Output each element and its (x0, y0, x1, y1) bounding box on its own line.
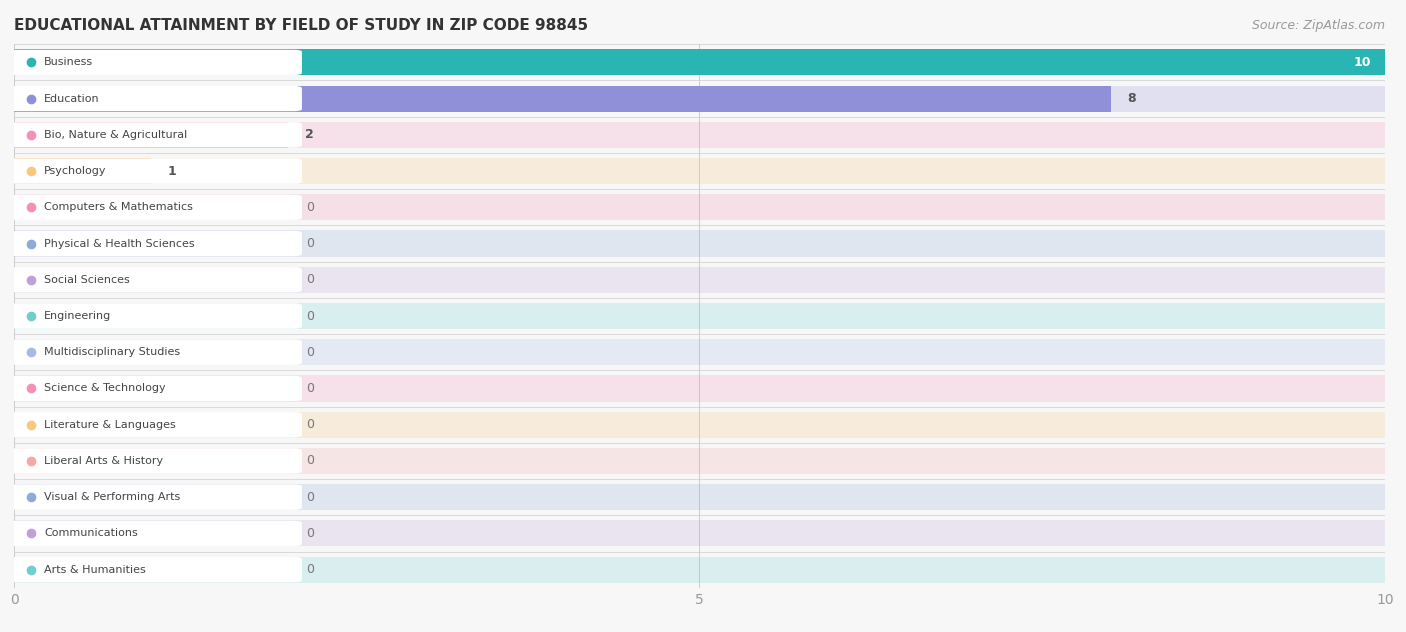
Text: EDUCATIONAL ATTAINMENT BY FIELD OF STUDY IN ZIP CODE 98845: EDUCATIONAL ATTAINMENT BY FIELD OF STUDY… (14, 18, 588, 33)
Bar (14, 49, 1385, 75)
FancyBboxPatch shape (7, 412, 302, 437)
Bar (14, 158, 152, 184)
Bar (14, 122, 1385, 148)
FancyBboxPatch shape (7, 159, 302, 184)
Bar (14, 158, 1385, 184)
Text: Engineering: Engineering (44, 311, 111, 321)
Bar (14, 411, 1385, 438)
Text: Communications: Communications (44, 528, 138, 538)
Text: Multidisciplinary Studies: Multidisciplinary Studies (44, 347, 180, 357)
Bar (14, 520, 1385, 547)
Text: Bio, Nature & Agricultural: Bio, Nature & Agricultural (44, 130, 187, 140)
Bar (14, 484, 1385, 510)
Text: Literature & Languages: Literature & Languages (44, 420, 176, 430)
Text: 0: 0 (307, 346, 314, 359)
FancyBboxPatch shape (7, 195, 302, 220)
Bar (14, 557, 1385, 583)
Text: 0: 0 (307, 310, 314, 322)
Text: 10: 10 (1354, 56, 1371, 69)
Text: Business: Business (44, 58, 93, 68)
Text: Education: Education (44, 94, 100, 104)
Bar (14, 85, 1111, 112)
FancyBboxPatch shape (7, 303, 302, 329)
Bar (14, 339, 1385, 365)
Text: 0: 0 (307, 490, 314, 504)
Text: Science & Technology: Science & Technology (44, 384, 166, 394)
FancyBboxPatch shape (7, 50, 302, 75)
Bar (14, 194, 1385, 221)
FancyBboxPatch shape (7, 231, 302, 256)
Text: 0: 0 (307, 454, 314, 468)
Bar (14, 448, 1385, 474)
Text: Psychology: Psychology (44, 166, 107, 176)
Text: 0: 0 (307, 563, 314, 576)
FancyBboxPatch shape (7, 339, 302, 365)
FancyBboxPatch shape (7, 448, 302, 473)
Text: 0: 0 (307, 273, 314, 286)
Bar (14, 122, 288, 148)
Text: 0: 0 (307, 527, 314, 540)
Text: 0: 0 (307, 201, 314, 214)
Bar (14, 303, 1385, 329)
FancyBboxPatch shape (7, 376, 302, 401)
Text: Source: ZipAtlas.com: Source: ZipAtlas.com (1251, 19, 1385, 32)
Text: Social Sciences: Social Sciences (44, 275, 129, 285)
Bar (14, 231, 1385, 257)
FancyBboxPatch shape (7, 267, 302, 293)
Text: 2: 2 (305, 128, 314, 142)
FancyBboxPatch shape (7, 557, 302, 582)
Text: 0: 0 (307, 382, 314, 395)
Text: 8: 8 (1128, 92, 1136, 105)
Text: Visual & Performing Arts: Visual & Performing Arts (44, 492, 180, 502)
FancyBboxPatch shape (7, 86, 302, 111)
Text: Computers & Mathematics: Computers & Mathematics (44, 202, 193, 212)
Text: Physical & Health Sciences: Physical & Health Sciences (44, 238, 195, 248)
Text: Arts & Humanities: Arts & Humanities (44, 564, 146, 574)
FancyBboxPatch shape (7, 122, 302, 147)
Text: 1: 1 (167, 164, 176, 178)
Bar (14, 49, 1385, 75)
Text: 0: 0 (307, 237, 314, 250)
Text: Liberal Arts & History: Liberal Arts & History (44, 456, 163, 466)
Text: 0: 0 (307, 418, 314, 431)
Bar (14, 267, 1385, 293)
Bar (14, 85, 1385, 112)
Bar (14, 375, 1385, 401)
FancyBboxPatch shape (7, 521, 302, 546)
FancyBboxPatch shape (7, 485, 302, 510)
